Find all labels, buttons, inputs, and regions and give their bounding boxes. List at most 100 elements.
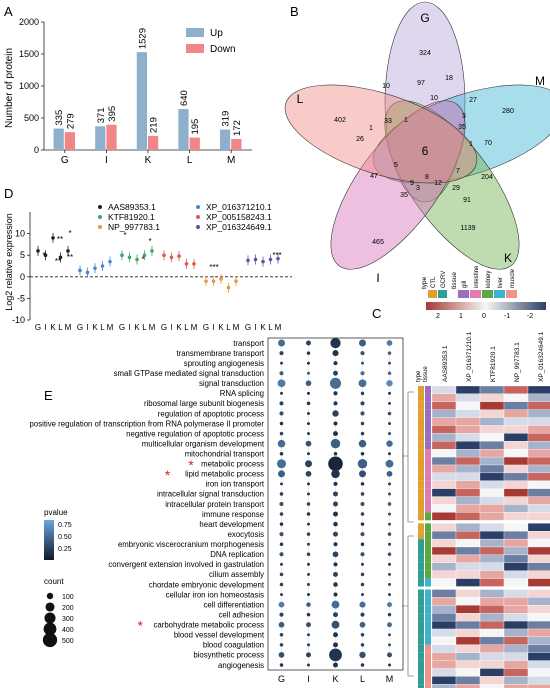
heatmap-cell: [503, 578, 529, 587]
heatmap-cell: [503, 652, 529, 661]
row-type-cell: [418, 433, 424, 442]
bubble-term-label: immune response: [202, 510, 264, 519]
row-type-cell: [418, 457, 424, 465]
bubble: [279, 542, 284, 546]
venn-count: 18: [445, 75, 453, 82]
bar: [178, 109, 189, 150]
dot-category-label: L: [226, 323, 231, 332]
legend-label: Up: [210, 28, 223, 39]
dot-category-label: I: [170, 323, 172, 332]
dot-point: [204, 279, 208, 283]
bubble: [360, 542, 365, 546]
heatmap-cell: [455, 636, 481, 645]
bubble: [306, 351, 311, 355]
heatmap-cell: [527, 401, 550, 410]
heatmap-cell: [431, 401, 457, 410]
heatmap-cell: [455, 441, 481, 450]
bubble: [360, 492, 365, 496]
bubble: [388, 583, 391, 586]
heatmap-cell: [455, 589, 481, 598]
heatmap-cell: [431, 546, 457, 556]
heatmap-cell: [503, 605, 529, 614]
bubble: [360, 421, 365, 426]
bar: [136, 52, 147, 151]
heatmap-cell: [503, 393, 529, 402]
bubble-term-label: chordate embryonic development: [149, 580, 265, 589]
bubble: [307, 572, 310, 576]
row-tissue-cell: [425, 570, 431, 579]
bubble: [333, 642, 338, 648]
bubble: [279, 663, 284, 667]
heatmap-cell: [479, 620, 505, 630]
row-tissue-cell: [425, 629, 431, 637]
bubble-term-label: positive regulation of transcription fro…: [30, 419, 265, 428]
heatmap-cell: [431, 589, 457, 598]
bubble: [307, 593, 310, 596]
row-type-cell: [418, 386, 424, 394]
heatmap-cell: [479, 488, 505, 497]
heatmap-colorbar: [426, 302, 546, 310]
venn-count: 280: [502, 108, 514, 115]
heatmap-cell: [479, 409, 505, 418]
count-legend-label: 200: [62, 605, 74, 612]
dot-point: [142, 253, 147, 257]
bubble: [360, 612, 365, 617]
bubble: [306, 602, 311, 607]
venn-set-label: K: [504, 251, 512, 265]
bubble: [279, 431, 284, 436]
heatmap-cell: [455, 472, 481, 481]
bubble: [307, 492, 310, 496]
count-legend-bubble: [46, 592, 54, 600]
bubble: [305, 380, 312, 387]
dot-legend-marker: [98, 215, 102, 219]
row-tissue-cell: [425, 496, 431, 505]
bubble-category-label: K: [332, 674, 338, 684]
heatmap-cell: [527, 676, 550, 685]
bubble: [360, 501, 365, 507]
bar-category-label: G: [61, 155, 69, 166]
heatmap-cell: [503, 480, 529, 489]
bubble: [307, 663, 310, 667]
bubble: [307, 633, 310, 637]
significance-star: *: [123, 231, 126, 240]
bubble: [358, 379, 367, 388]
bar-y-tick-label: 1500: [19, 49, 39, 59]
heatmap-cell: [455, 464, 481, 474]
heatmap-cell: [455, 660, 481, 669]
bubble: [360, 522, 365, 526]
heatmap-cell: [431, 620, 457, 630]
heatmap-cell: [455, 449, 481, 458]
heatmap-cell: [431, 562, 457, 571]
colorbar-tick-label: 1: [459, 313, 463, 320]
row-type-cell: [418, 578, 424, 587]
bubble-term-label: metabolic process: [201, 460, 264, 469]
row-tissue-cell: [425, 539, 431, 547]
heatmap-cell: [527, 597, 550, 606]
bubble: [333, 511, 338, 517]
bar-value-label: 640: [179, 90, 190, 106]
heatmap-cell: [503, 385, 529, 395]
heatmap-cell: [431, 676, 457, 685]
heatmap-cell: [479, 496, 505, 505]
bubble-category-label: G: [278, 674, 285, 684]
heatmap-cell: [431, 496, 457, 505]
heatmap-cell: [527, 488, 550, 497]
dot-category-label: M: [233, 323, 240, 332]
bubble: [387, 351, 392, 355]
bubble-term-label: embryonic viscerocranium morphogenesis: [118, 540, 264, 549]
heatmap-column-label: XP_016371210.1: [466, 331, 473, 382]
row-tissue-cell: [425, 660, 431, 669]
count-legend-bubble: [42, 632, 58, 648]
bubble: [388, 663, 391, 667]
heatmap-cell: [479, 441, 505, 450]
bar-value-label: 371: [96, 107, 107, 123]
row-type-cell: [418, 668, 424, 677]
panel-a-bar-chart: Number of protein 0 500 1000 1500 2000 335 279…: [4, 17, 252, 166]
bubble-term-label: negative regulation of apoptotic process: [126, 429, 264, 438]
heatmap-cell: [455, 488, 481, 497]
heatmap-cell: [503, 433, 529, 442]
bubble: [306, 622, 311, 628]
dot-y-tick-label: -5: [17, 293, 25, 303]
significance-star: *: [138, 618, 144, 634]
heatmap-cell: [527, 409, 550, 418]
